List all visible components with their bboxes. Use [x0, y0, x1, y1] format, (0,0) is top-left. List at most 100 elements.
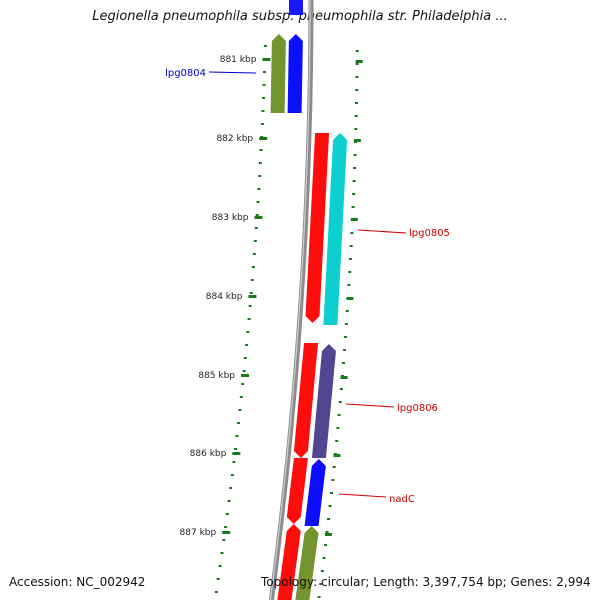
- genome-backbone: [268, 0, 314, 600]
- outer-dot: [338, 401, 342, 403]
- outer-dot: [351, 206, 355, 208]
- inner-dot: [246, 331, 250, 333]
- outer-dot: [342, 349, 346, 351]
- outer-dot: [325, 531, 329, 533]
- outer-dot: [332, 466, 336, 468]
- outer-dot: [355, 76, 359, 78]
- outer-dot: [348, 271, 352, 273]
- tick-mark: [241, 374, 250, 377]
- tick-mark: [232, 452, 241, 455]
- outer-dot: [337, 414, 341, 416]
- outer-dot: [317, 596, 321, 598]
- outer-dot: [355, 50, 359, 52]
- outer-dot: [327, 518, 331, 520]
- inner-dot: [220, 552, 224, 554]
- inner-dot: [253, 240, 257, 242]
- outer-dot: [353, 154, 357, 156]
- outer-dot: [343, 336, 347, 338]
- next-gene-red: [277, 524, 301, 600]
- next-gene-olive: [295, 526, 319, 600]
- outer-dot: [319, 583, 323, 585]
- tick-label: 887 kbp: [180, 528, 217, 538]
- outer-tick-mark: [340, 376, 348, 379]
- inner-dot: [216, 578, 220, 580]
- inner-dot: [235, 435, 239, 437]
- nadC-leader-line: [338, 493, 387, 498]
- inner-dot: [255, 214, 259, 216]
- nadC-label: nadC: [389, 494, 415, 505]
- inner-dot: [225, 513, 229, 515]
- tick-mark: [248, 295, 257, 298]
- outer-dot: [349, 245, 353, 247]
- outer-dot: [352, 180, 356, 182]
- outer-dot: [339, 388, 343, 390]
- outer-dot: [341, 362, 345, 364]
- lpg0804-leader-line: [208, 71, 257, 74]
- outer-tick-mark: [353, 139, 361, 142]
- outer-dot: [347, 284, 351, 286]
- outer-dot: [355, 89, 359, 91]
- outer-tick-mark: [346, 297, 354, 300]
- tick-mark: [262, 58, 271, 61]
- inner-dot: [238, 409, 242, 411]
- outer-dot: [345, 310, 349, 312]
- inner-dot: [259, 149, 263, 151]
- inner-dot: [262, 97, 266, 99]
- outer-tick-mark: [324, 533, 332, 536]
- lpg0804-gene-arrow: [287, 34, 303, 113]
- outer-dot: [354, 128, 358, 130]
- inner-dot: [263, 45, 267, 47]
- outer-tick-mark: [333, 454, 341, 457]
- inner-dot: [248, 305, 252, 307]
- lpg0806-label: lpg0806: [397, 403, 438, 414]
- lpg0805-label: lpg0805: [409, 228, 450, 239]
- inner-dot: [243, 357, 247, 359]
- lpg0804-label: lpg0804: [165, 68, 206, 79]
- tick-label: 884 kbp: [206, 292, 243, 302]
- gene-labels: lpg0804 lpg0805 lpg0806 nadC: [165, 68, 450, 505]
- outer-dot: [353, 167, 357, 169]
- inner-dot: [236, 422, 240, 424]
- kbp-ticks: 881 kbp 882 kbp 883 kbp 884 kbp 885 kbp 886 k…: [180, 55, 363, 538]
- gene-features: [270, 0, 348, 600]
- inner-dot: [247, 318, 251, 320]
- outer-dot: [329, 492, 333, 494]
- inner-dot: [263, 71, 267, 73]
- inner-dot: [257, 188, 261, 190]
- outer-dot: [328, 505, 332, 507]
- inner-dot: [258, 175, 262, 177]
- outer-dot: [352, 193, 356, 195]
- inner-dot: [245, 344, 249, 346]
- outer-dot: [348, 258, 352, 260]
- lpg0804-olive-bar: [270, 34, 286, 113]
- top-blue-stub: [289, 0, 303, 15]
- inner-dot: [232, 461, 236, 463]
- inner-dot: [258, 162, 262, 164]
- outer-dot: [336, 427, 340, 429]
- nadC-blue-bar: [304, 459, 326, 526]
- inner-dot: [249, 292, 253, 294]
- inner-dot: [214, 591, 218, 593]
- inner-dot: [224, 526, 228, 528]
- inner-tick-dots: [214, 45, 267, 593]
- inner-dot: [229, 487, 233, 489]
- inner-dot: [242, 370, 246, 372]
- outer-dot: [355, 63, 359, 65]
- accession-text: Accession: NC_002942: [9, 575, 146, 589]
- tick-mark: [254, 216, 263, 219]
- outer-dot: [354, 115, 358, 117]
- outer-dot: [322, 557, 326, 559]
- tick-label: 882 kbp: [216, 134, 253, 144]
- outer-dot: [331, 479, 335, 481]
- inner-dot: [233, 448, 237, 450]
- genome-summary: Topology: circular; Length: 3,397,754 bp…: [261, 575, 591, 589]
- inner-dot: [252, 253, 256, 255]
- tick-mark: [222, 531, 231, 534]
- inner-dot: [241, 383, 245, 385]
- lpg0805-cyan-bar: [323, 133, 348, 325]
- nadC-gene-arrow: [286, 458, 308, 524]
- map-title: Legionella pneumophila subsp. pneumophil…: [92, 9, 508, 24]
- inner-dot: [230, 474, 234, 476]
- inner-dot: [260, 123, 264, 125]
